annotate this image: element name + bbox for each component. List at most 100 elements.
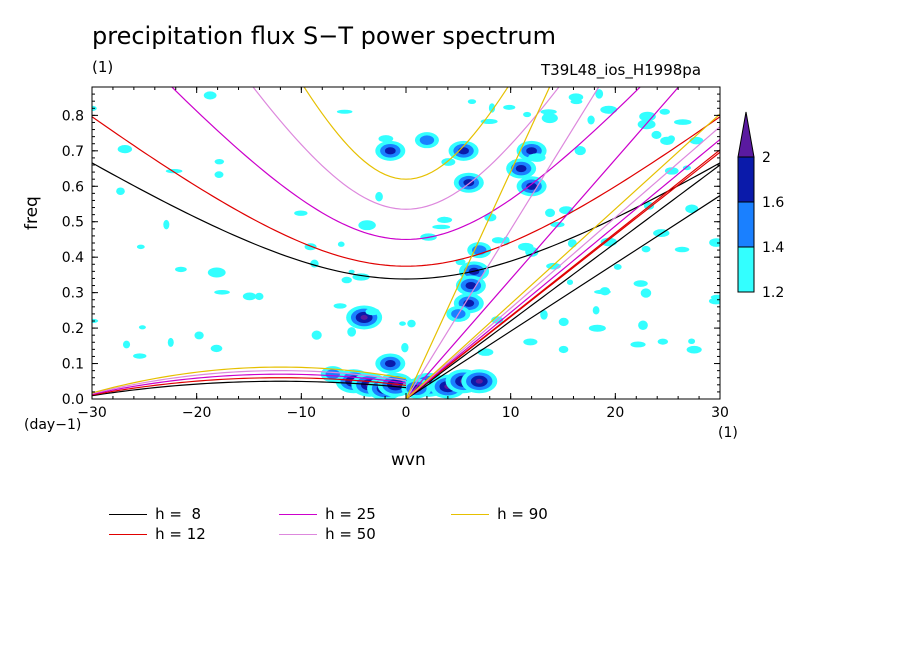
x-unit-left: (day−1) (24, 417, 82, 433)
experiment-label: T39L48_ios_H1998pa (541, 61, 702, 79)
power-speckle (568, 93, 584, 102)
power-speckle (592, 306, 600, 315)
ig-curve-h25 (170, 87, 642, 241)
power-speckle (503, 104, 516, 110)
power-speckle (117, 144, 133, 154)
power-speckle (365, 308, 380, 316)
x-axis-label: wvn (391, 450, 426, 470)
x-tick-label: 0 (402, 405, 411, 421)
power-speckle (488, 103, 496, 113)
power-speckle (566, 279, 574, 285)
y-tick-label: 0.7 (62, 144, 84, 160)
power-speckle (167, 337, 174, 347)
power-speckle (467, 99, 477, 105)
ig-curve-h90 (303, 87, 509, 180)
power-speckle (214, 171, 224, 178)
legend-item-h8: h = 8 (90, 487, 201, 541)
eig-curve-h8 (405, 164, 720, 399)
y-tick-label: 0.6 (62, 179, 84, 195)
power-speckle (341, 276, 352, 284)
rossby-curve-h90 (92, 366, 407, 394)
legend-swatch-h50 (279, 534, 318, 535)
y-tick-label: 0.5 (62, 215, 84, 231)
colorbar-segment (737, 246, 755, 293)
power-speckle (540, 109, 557, 115)
power-speckle (347, 327, 357, 337)
kelvin-curve-h25 (405, 87, 680, 399)
power-speckle (574, 146, 586, 156)
power-speckle (567, 239, 577, 248)
legend-item-h90: h = 90 (432, 487, 548, 541)
legend-label-h90: h = 90 (497, 505, 548, 523)
y-tick-label: 0.1 (62, 357, 84, 373)
power-blob-14-level-2 (515, 164, 527, 173)
y-tick-label: 0.2 (62, 321, 84, 337)
power-speckle (640, 288, 652, 298)
power-blob-7-level-3 (475, 378, 483, 384)
power-speckle (336, 109, 353, 114)
x-unit-right: (1) (718, 425, 738, 441)
kelvin-curve-h8 (405, 194, 720, 399)
eig-curve-h25 (405, 138, 720, 399)
power-speckle (122, 340, 131, 349)
power-speckle (686, 345, 702, 354)
power-speckle (541, 113, 558, 124)
eig-curve-h12 (405, 151, 720, 399)
power-speckle (399, 321, 406, 326)
power-speckle (657, 338, 669, 345)
power-speckle (613, 264, 622, 270)
x-tick-label: 20 (606, 405, 624, 421)
x-tick-label: −30 (77, 405, 107, 421)
plot-area (92, 87, 720, 399)
legend-label-h8: h = 8 (155, 505, 202, 523)
power-blob-9-level-2 (384, 359, 396, 368)
power-speckle (588, 324, 606, 332)
x-tick-label: −10 (287, 405, 317, 421)
legend-label-h50: h = 50 (325, 525, 376, 543)
colorbar-label: 1.2 (762, 285, 784, 301)
power-speckle (358, 220, 376, 231)
ig-curve-h8 (92, 162, 720, 280)
rossby-curve-h12 (92, 377, 407, 396)
legend-label-h12: h = 12 (155, 525, 206, 543)
power-speckle (630, 341, 646, 348)
power-speckle (674, 119, 692, 125)
y-tick-label: 0.3 (62, 286, 84, 302)
power-speckle (685, 204, 699, 214)
legend-item-h25: h = 25 (260, 487, 376, 541)
rossby-curve-h25 (92, 373, 407, 395)
y-tick-label: 0.4 (62, 250, 84, 266)
power-speckle (437, 216, 453, 223)
power-speckle (523, 338, 538, 346)
legend-swatch-h25 (279, 514, 318, 515)
power-speckle (545, 208, 556, 218)
power-speckle (491, 237, 505, 244)
power-speckle (294, 210, 308, 216)
power-speckle (138, 325, 146, 330)
colorbar-segment (737, 156, 755, 203)
power-speckle (477, 348, 494, 356)
power-blob-13-level-2 (465, 281, 477, 290)
power-speckle (709, 238, 720, 247)
subtitle-left: (1) (92, 58, 114, 76)
power-speckle (674, 246, 690, 253)
power-blob-15-level-2 (526, 182, 537, 190)
colorbar-segment (737, 201, 755, 248)
power-speckle (92, 318, 99, 324)
power-speckle (526, 156, 540, 162)
eig-curve-h50 (405, 125, 720, 399)
power-speckle (348, 269, 355, 274)
power-speckle (600, 105, 618, 114)
power-speckle (523, 111, 532, 118)
chart-title: precipitation flux S−T power spectrum (92, 22, 556, 50)
power-speckle (639, 111, 656, 122)
power-speckle (558, 345, 569, 354)
colorbar-arrow (737, 111, 755, 158)
power-speckle (133, 353, 147, 359)
power-speckle (254, 292, 264, 301)
power-speckle (401, 342, 409, 353)
kelvin-curve-h90 (405, 87, 551, 399)
y-tick-label: 0.0 (62, 392, 84, 408)
legend-item-h12: h = 12 (90, 507, 206, 561)
